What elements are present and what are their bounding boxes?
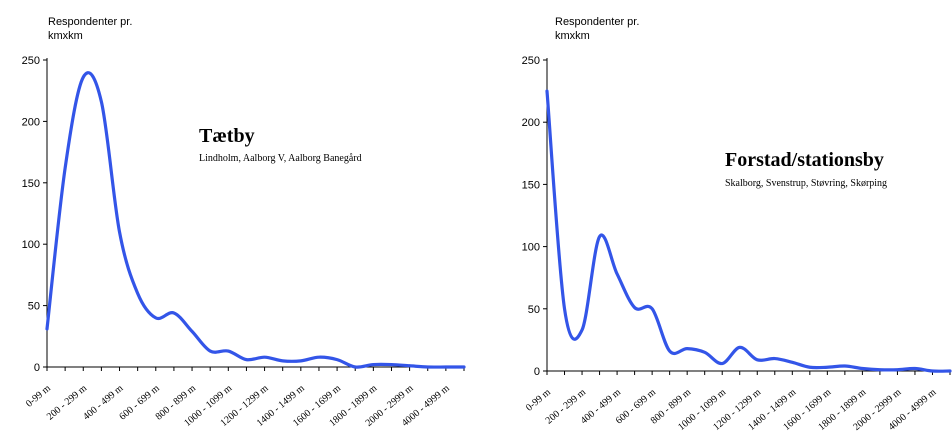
y-tick-label: 50 [28,301,40,313]
y-axis-label: Respondenter pr. [555,16,639,28]
y-tick-label: 250 [22,55,40,67]
chart-forstad-svg: Respondenter pr. kmxkm 0 50 100 150 200 250 0-99… [522,16,952,433]
y-axis-label: Respondenter pr. [48,16,132,28]
y-tick-label: 100 [522,242,540,254]
chart-taetby-svg: Respondenter pr. kmxkm 0 50 100 150 200 250 0-99… [22,16,466,429]
y-tick-label: 100 [22,239,40,251]
y-tick-label: 150 [22,178,40,190]
x-tick-label: 0-99 m [24,383,53,410]
y-axis-label: kmxkm [555,30,590,42]
x-tick-label: 0-99 m [524,387,553,414]
series-line [545,89,952,373]
y-tick-label: 0 [534,366,540,378]
y-tick-label: 250 [522,55,540,67]
chart-title: Tætby [199,125,255,147]
y-tick-label: 50 [528,304,540,316]
chart-subtitle: Lindholm, Aalborg V, Aalborg Banegård [199,153,362,164]
y-tick-label: 150 [522,179,540,191]
series-line [45,71,466,369]
y-tick-label: 200 [522,117,540,129]
chart-title: Forstad/stationsby [725,149,884,171]
y-axis-label: kmxkm [48,30,83,42]
y-tick-label: 200 [22,116,40,128]
chart-forstad: Respondenter pr. kmxkm 0 50 100 150 200 250 0-99… [476,0,952,448]
chart-subtitle: Skalborg, Svenstrup, Støvring, Skørping [725,178,887,189]
chart-taetby: Respondenter pr. kmxkm 0 50 100 150 200 250 0-99… [22,16,466,429]
y-tick-label: 0 [34,362,40,374]
